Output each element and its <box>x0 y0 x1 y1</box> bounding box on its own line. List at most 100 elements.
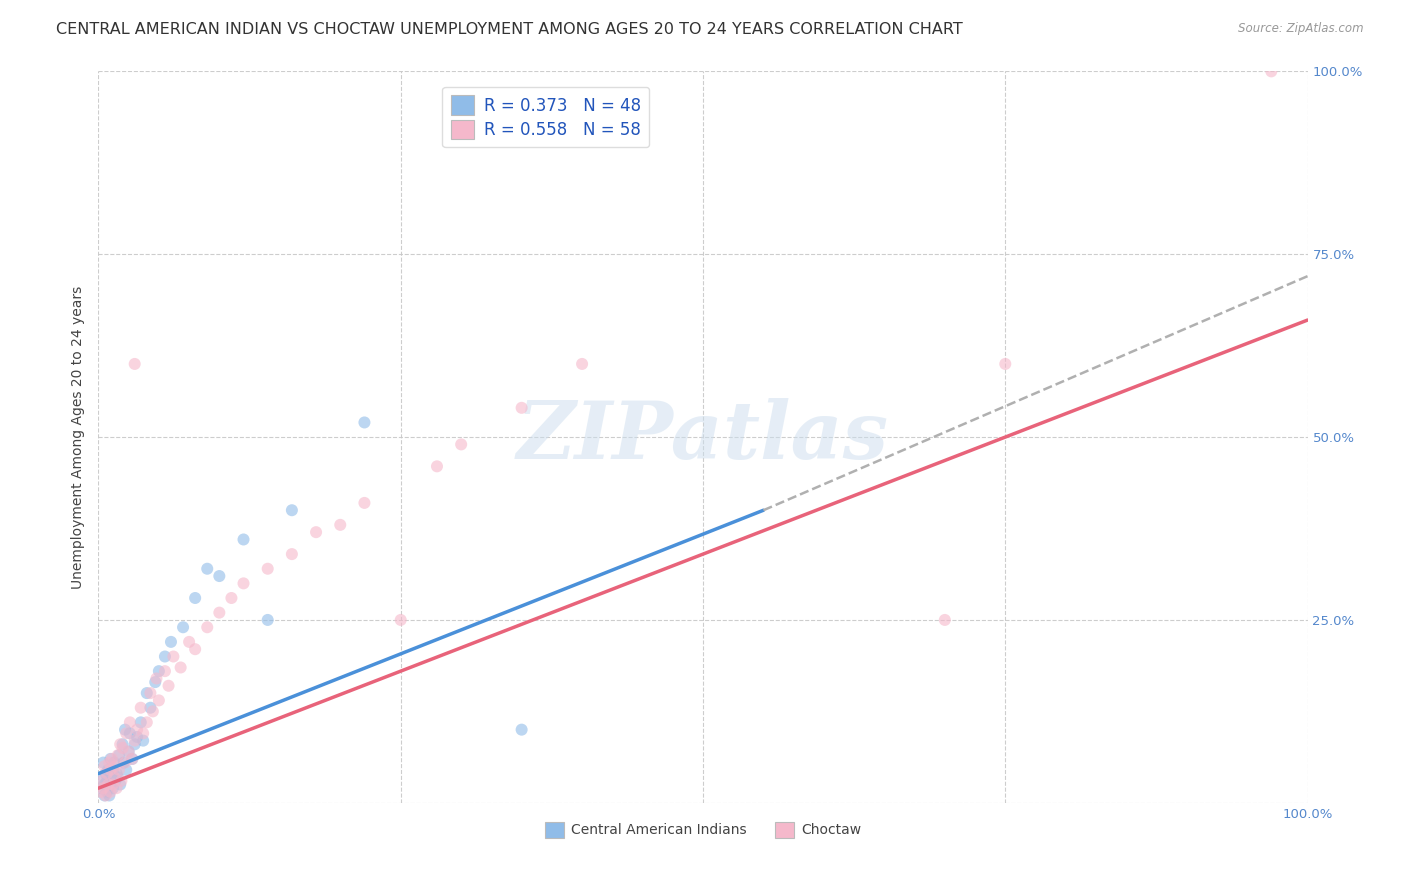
Point <box>96 766 118 780</box>
Point <box>100 770 122 784</box>
Point <box>221 591 243 605</box>
Text: CENTRAL AMERICAN INDIAN VS CHOCTAW UNEMPLOYMENT AMONG AGES 20 TO 24 YEARS CORREL: CENTRAL AMERICAN INDIAN VS CHOCTAW UNEMP… <box>56 22 963 37</box>
Point <box>162 649 184 664</box>
Point <box>994 357 1017 371</box>
Point <box>100 778 122 792</box>
Point <box>91 770 114 784</box>
Point <box>305 525 328 540</box>
Point <box>115 763 138 777</box>
Point <box>132 733 155 747</box>
Point <box>93 778 115 792</box>
Point <box>195 620 218 634</box>
Point <box>100 752 122 766</box>
Point <box>153 664 176 678</box>
Point <box>127 723 149 737</box>
Point <box>124 733 146 747</box>
Point <box>281 547 304 561</box>
Point <box>110 773 132 788</box>
Point <box>934 613 956 627</box>
Point <box>93 789 115 803</box>
Point <box>124 357 146 371</box>
Point <box>179 635 201 649</box>
Point <box>184 591 207 605</box>
Point <box>108 778 131 792</box>
Point <box>195 562 218 576</box>
Point <box>124 737 146 751</box>
Point <box>143 675 166 690</box>
Point <box>90 781 112 796</box>
Point <box>108 737 131 751</box>
Point <box>208 606 231 620</box>
Point <box>90 785 112 799</box>
Point <box>105 766 128 780</box>
Text: Source: ZipAtlas.com: Source: ZipAtlas.com <box>1239 22 1364 36</box>
Point <box>91 756 114 770</box>
Point <box>118 745 141 759</box>
Point <box>510 401 533 415</box>
Point <box>135 686 157 700</box>
Point <box>232 533 254 547</box>
Point <box>107 748 129 763</box>
Point <box>129 700 152 714</box>
Point <box>450 437 472 451</box>
Point <box>100 752 122 766</box>
Point <box>353 496 375 510</box>
Point <box>101 778 124 792</box>
Point <box>232 576 254 591</box>
Point <box>100 785 122 799</box>
Point <box>114 723 136 737</box>
Point <box>105 781 128 796</box>
Point <box>121 752 143 766</box>
Point <box>103 770 125 784</box>
Point <box>97 778 120 792</box>
Point <box>571 357 593 371</box>
Point <box>98 789 121 803</box>
Point <box>172 620 194 634</box>
Point <box>139 700 162 714</box>
Point <box>118 715 141 730</box>
Point <box>208 569 231 583</box>
Point <box>97 781 120 796</box>
Point <box>94 789 117 803</box>
Point <box>103 756 125 770</box>
Point <box>135 715 157 730</box>
Point <box>145 672 167 686</box>
Point <box>108 763 131 777</box>
Point <box>169 660 191 674</box>
Point <box>107 770 129 784</box>
Point <box>153 649 176 664</box>
Point <box>100 763 122 777</box>
Point <box>148 693 170 707</box>
Point <box>281 503 304 517</box>
Point <box>94 766 117 780</box>
Point <box>389 613 412 627</box>
Point <box>157 679 180 693</box>
Point <box>184 642 207 657</box>
Point <box>93 759 115 773</box>
Point <box>132 726 155 740</box>
Text: ZIPatlas: ZIPatlas <box>517 399 889 475</box>
Point <box>104 759 127 773</box>
Point <box>101 781 124 796</box>
Point <box>127 730 149 744</box>
Point <box>329 517 352 532</box>
Point <box>256 613 278 627</box>
Point <box>148 664 170 678</box>
Point <box>160 635 183 649</box>
Point <box>118 745 141 759</box>
Point <box>121 752 143 766</box>
Point <box>111 740 134 755</box>
Point <box>114 756 136 770</box>
Point <box>353 416 375 430</box>
Point <box>426 459 449 474</box>
Point <box>1260 64 1282 78</box>
Point <box>142 705 165 719</box>
Point <box>112 756 135 770</box>
Point <box>104 773 127 788</box>
Point <box>108 748 131 763</box>
Point <box>139 686 162 700</box>
Point <box>111 737 134 751</box>
Legend: Central American Indians, Choctaw: Central American Indians, Choctaw <box>540 816 866 844</box>
Point <box>129 715 152 730</box>
Point <box>98 756 121 770</box>
